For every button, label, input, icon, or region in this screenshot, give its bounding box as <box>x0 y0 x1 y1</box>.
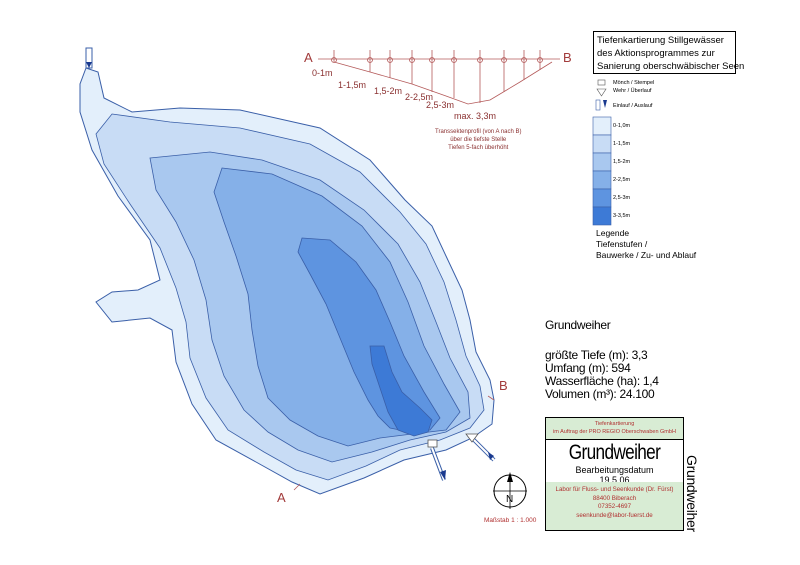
transect-point-a: A <box>277 490 286 505</box>
title-block-name: Grundweiher <box>568 441 661 464</box>
title-block: Tiefenkartierung im Auftrag der PRO REGI… <box>545 417 684 531</box>
transect-profile <box>318 50 560 105</box>
title-block-footer-line-3: 07352-4697 <box>597 503 632 510</box>
title-block-date-label: Bearbeitungsdatum <box>575 465 654 475</box>
title-block-header-line-1: Tiefenkartierung <box>594 421 635 427</box>
legend-depth-4: 2,5-3m <box>613 195 631 201</box>
title-block-footer-line-1: Labor für Fluss- und Seenkunde (Dr. Fürs… <box>555 486 674 493</box>
legend-swatches <box>592 79 612 226</box>
title-block-footer: Labor für Fluss- und Seenkunde (Dr. Fürs… <box>546 482 683 530</box>
legend-caption-line-3: Bauwerke / Zu- und Ablauf <box>596 250 697 260</box>
map-title-line-1: Tiefenkartierung Stillgewässer <box>597 35 724 46</box>
vertical-title: Grundweiher <box>684 455 700 532</box>
transect-endpoints <box>293 395 495 491</box>
outlet-southeast <box>465 433 496 462</box>
legend-depth-1: 1-1,5m <box>613 141 631 147</box>
scale-label: Maßstab 1 : 1.000 <box>484 517 537 524</box>
info-perimeter: Umfang (m): 594 <box>545 361 631 375</box>
title-block-date: 19.5.06 <box>599 475 630 485</box>
legend-depth-2: 1,5-2m <box>613 159 631 165</box>
lake-name: Grundweiher <box>545 318 611 332</box>
legend-symbol-moench: Mönch / Stempel <box>613 80 655 86</box>
profile-depth-3: 2-2,5m <box>405 92 434 102</box>
profile-depth-0: 0-1m <box>312 68 333 78</box>
transect-point-b: B <box>499 378 508 393</box>
profile-note-line-1: Transsektenprofil (von A nach B) <box>435 129 522 135</box>
map-title-line-2: des Aktionsprogrammes zur <box>597 48 715 59</box>
legend-caption-line-1: Legende <box>596 228 630 238</box>
legend-depth-0: 0-1,0m <box>613 123 631 129</box>
north-arrow <box>493 472 527 509</box>
profile-start-label: A <box>304 50 313 65</box>
profile-depth-4: 2,5-3m <box>426 100 455 110</box>
info-max-depth: größte Tiefe (m): 3,3 <box>545 348 648 362</box>
outlet-south <box>427 439 446 481</box>
title-block-header-line-2: im Auftrag der PRO REGIO Oberschwaben Gm… <box>553 429 676 435</box>
title-block-main: Grundweiher Bearbeitungsdatum 19.5.06 <box>546 440 683 485</box>
legend-depth-5: 3-3,5m <box>613 213 631 219</box>
legend-caption-line-2: Tiefenstufen / <box>596 239 648 249</box>
title-block-footer-line-2: 88400 Biberach <box>592 494 637 502</box>
legend-symbol-einlauf: Einlauf / Auslauf <box>613 103 653 109</box>
map-title-box: Tiefenkartierung Stillgewässer des Aktio… <box>593 31 745 74</box>
north-label: N <box>506 494 514 505</box>
legend-symbol-wehr: Wehr / Überlauf <box>613 88 652 94</box>
profile-depth-1: 1-1,5m <box>338 80 367 90</box>
profile-note-line-2: über die tiefste Stelle <box>450 137 507 143</box>
profile-note: Transsektenprofil (von A nach B) über di… <box>435 128 522 152</box>
profile-depth-max: max. 3,3m <box>454 111 497 121</box>
profile-end-label: B <box>563 50 572 65</box>
info-volume: Volumen (m³): 24.100 <box>545 387 655 401</box>
inlet-north <box>85 47 93 69</box>
profile-note-line-3: Tiefen 5-fach überhöht <box>448 145 509 151</box>
depth-zone-3-3-5m <box>369 345 433 437</box>
legend-depth-3: 2-2,5m <box>613 177 631 183</box>
legend-caption: Legende Tiefenstufen / Bauwerke / Zu- un… <box>596 228 696 261</box>
profile-depth-2: 1,5-2m <box>374 86 403 96</box>
map-title-line-3: Sanierung oberschwäbischer Seen <box>597 61 745 72</box>
title-block-header: Tiefenkartierung im Auftrag der PRO REGI… <box>546 418 683 440</box>
title-block-footer-line-4: seenkunde@labor-fuerst.de <box>576 511 653 519</box>
info-area: Wasserfläche (ha): 1,4 <box>545 374 659 388</box>
